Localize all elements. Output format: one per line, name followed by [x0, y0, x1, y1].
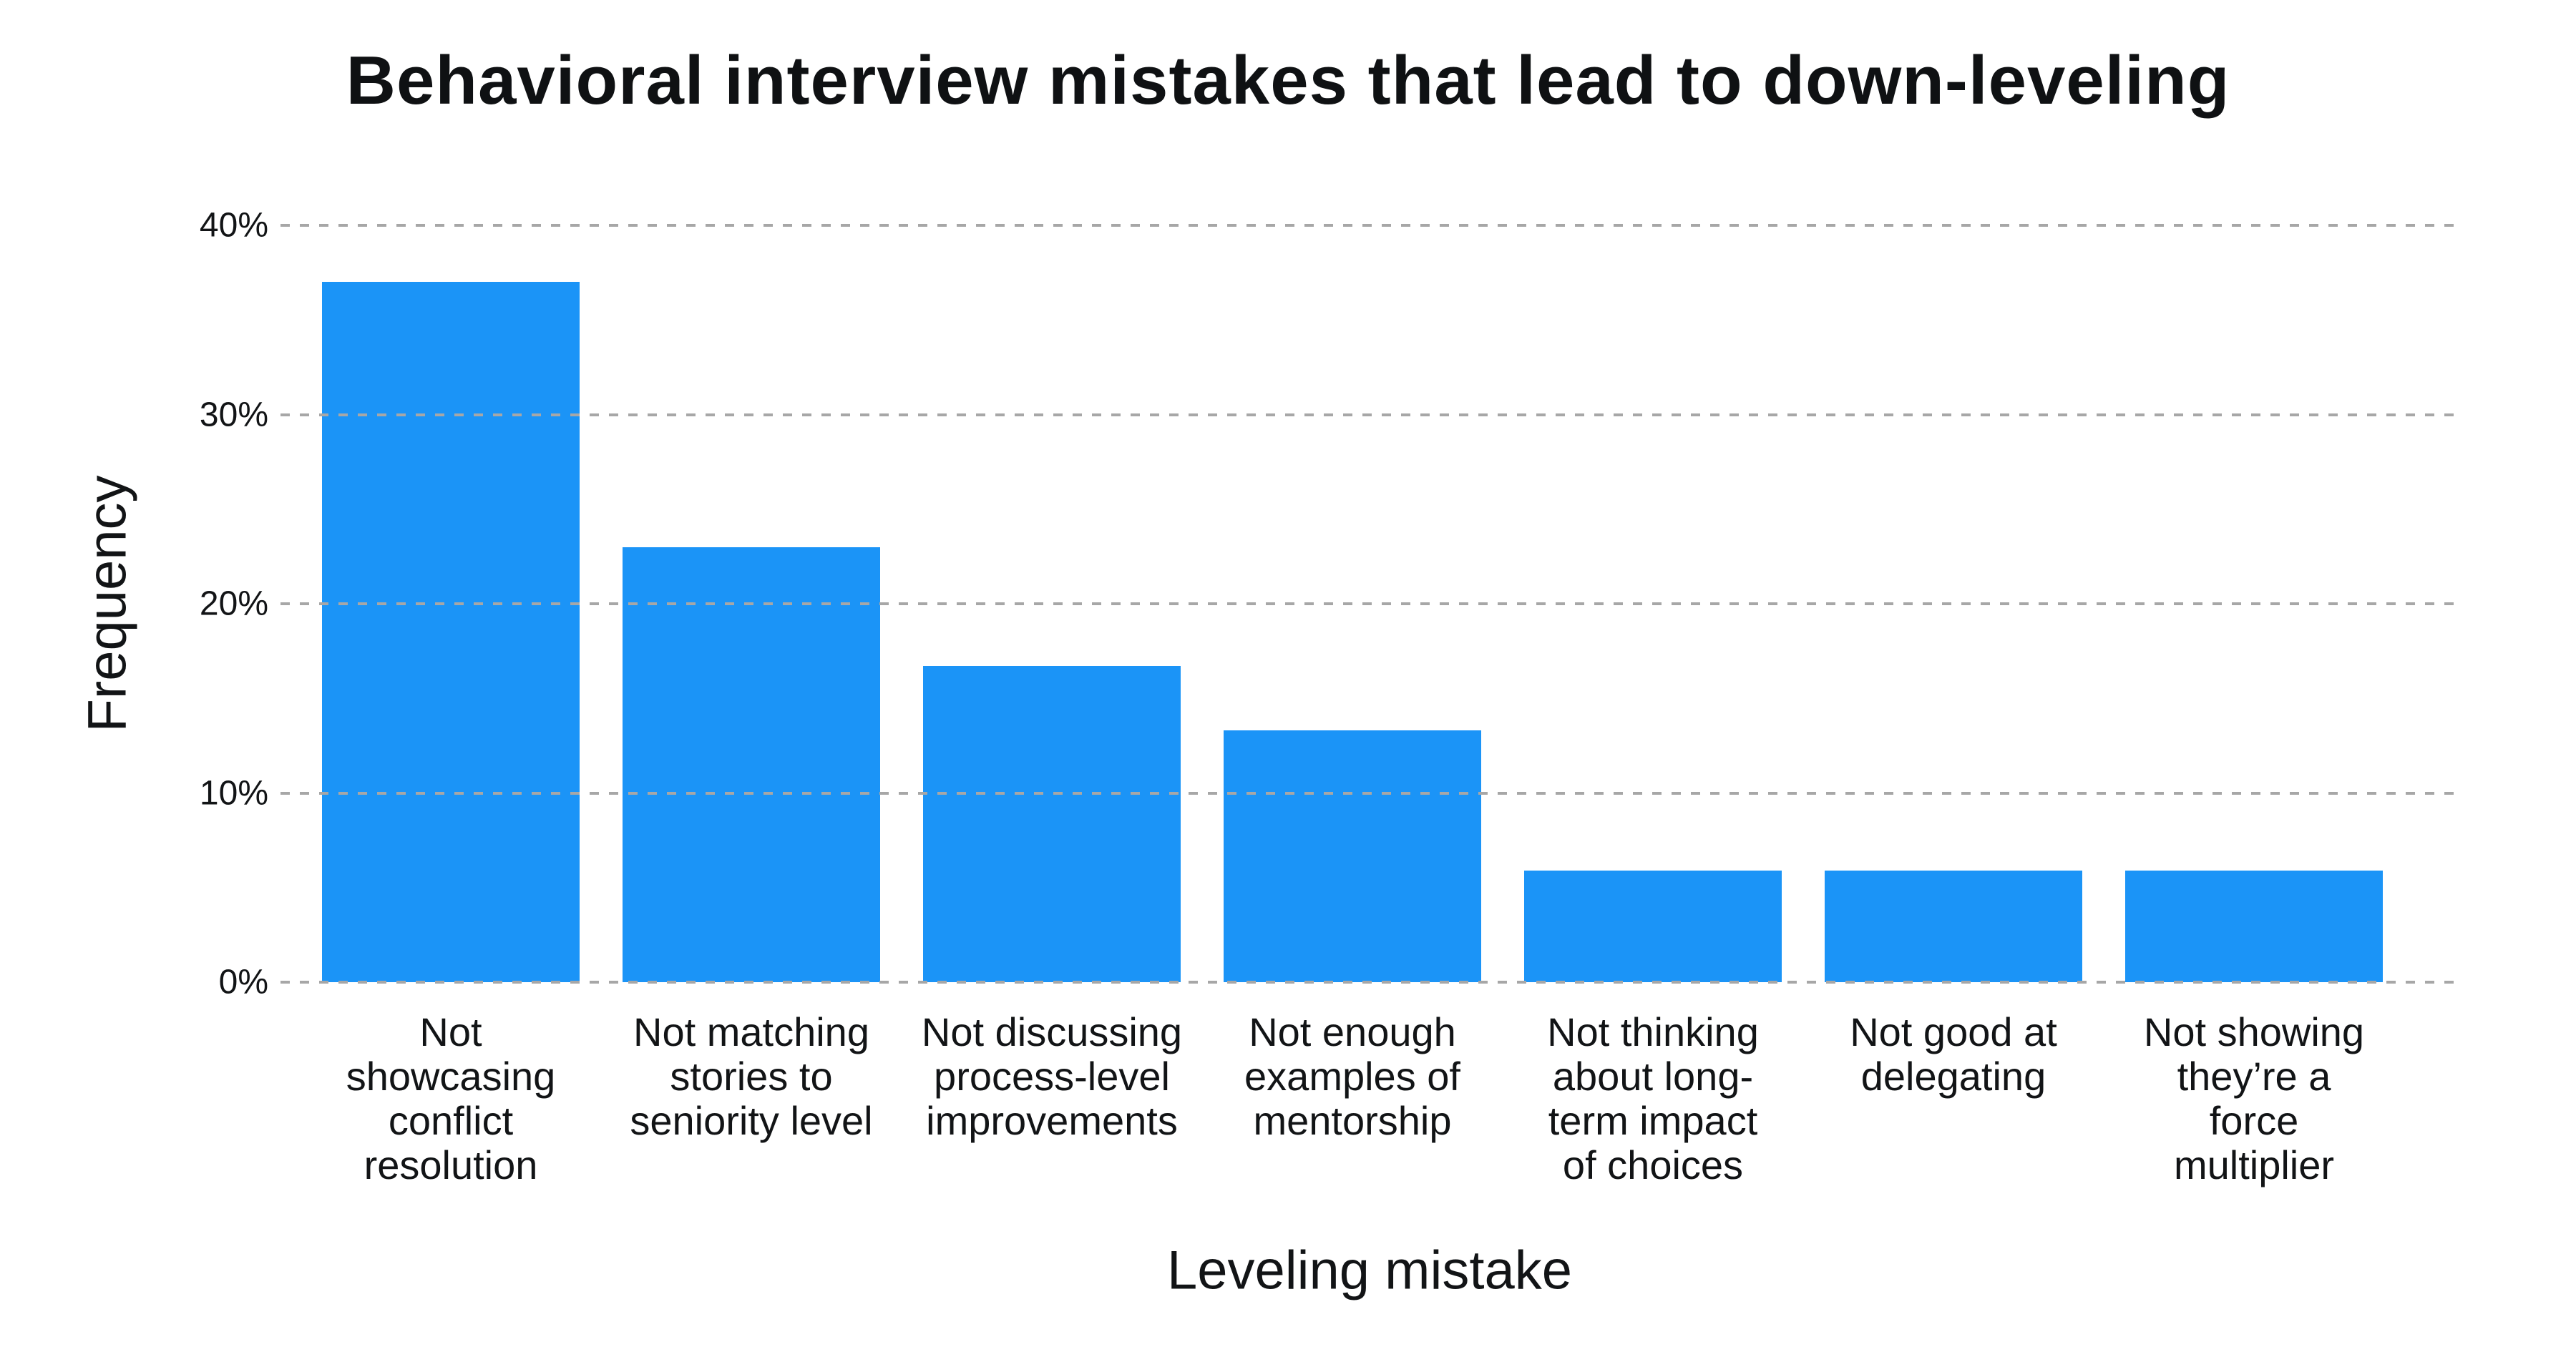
chart-title: Behavioral interview mistakes that lead … [346, 42, 2230, 119]
x-category-label: Not good at delegating [1850, 1009, 2057, 1099]
bar [1825, 870, 2082, 982]
x-category-label: Not thinking about long- term impact of … [1547, 1009, 1759, 1187]
bar [1524, 870, 1782, 982]
plot-area [280, 224, 2459, 984]
y-axis-title: Frequency [77, 475, 138, 733]
x-category-label: Not enough examples of mentorship [1244, 1009, 1460, 1143]
x-category-label: Not showing they’re a force multiplier [2143, 1009, 2365, 1187]
gridline-10% [280, 791, 2459, 795]
bar-slot [1202, 225, 1503, 982]
bar [623, 547, 880, 982]
y-tick-label: 40% [199, 206, 268, 245]
gridline-0% [280, 981, 2459, 984]
bar [1224, 730, 1481, 982]
y-tick-label: 20% [199, 584, 268, 623]
x-category-label: Not matching stories to seniority level [630, 1009, 873, 1143]
gridline-30% [280, 413, 2459, 416]
gridline-20% [280, 602, 2459, 605]
y-tick-label: 0% [218, 963, 268, 1001]
x-category-labels: Not showcasing conflict resolution Not ma… [301, 1010, 2404, 1187]
x-axis-title: Leveling mistake [1166, 1240, 1573, 1301]
bars-group [301, 225, 2404, 982]
x-category-label: Not showcasing conflict resolution [346, 1009, 556, 1187]
bar [923, 666, 1181, 982]
bar-slot [601, 225, 902, 982]
bar-slot [2104, 225, 2404, 982]
y-tick-label: 10% [199, 774, 268, 812]
bar [2125, 870, 2383, 982]
bar-slot [902, 225, 1202, 982]
bar-slot [1503, 225, 1803, 982]
bar-slot [301, 225, 601, 982]
x-category-label: Not discussing process-level improvement… [921, 1009, 1183, 1143]
gridline-40% [280, 224, 2459, 227]
y-tick-label: 30% [199, 396, 268, 433]
bar [322, 282, 580, 982]
bar-slot [1803, 225, 2104, 982]
